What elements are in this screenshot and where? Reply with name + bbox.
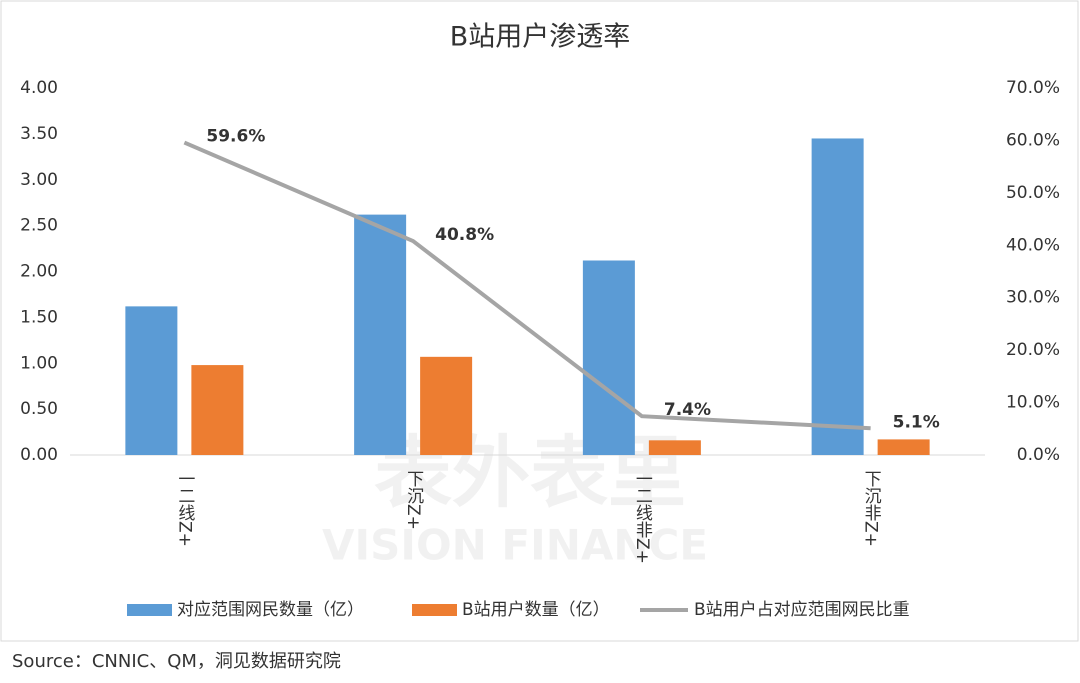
y-tick-label: 1.50	[20, 307, 58, 327]
data-label: 59.6%	[206, 127, 265, 147]
y-tick-label: 3.50	[20, 124, 58, 144]
y2-tick-label: 40.0%	[1006, 235, 1060, 255]
y2-tick-label: 10.0%	[1006, 393, 1060, 413]
source-note: Source：CNNIC、QM，洞见数据研究院	[12, 651, 341, 672]
legend-swatch	[127, 604, 172, 616]
x-tick-label: 下沉Z+	[403, 470, 424, 530]
y-tick-label: 1.00	[20, 353, 58, 373]
x-tick-label: 下沉非Z+	[861, 470, 882, 547]
y2-tick-label: 60.0%	[1006, 130, 1060, 150]
legend-label: B站用户数量（亿）	[462, 600, 610, 620]
bar	[125, 306, 178, 455]
bar	[648, 440, 701, 455]
bar	[582, 260, 635, 455]
watermark: VISION FINANCE	[322, 521, 708, 570]
y2-tick-label: 30.0%	[1006, 288, 1060, 308]
bar	[811, 138, 864, 455]
y2-tick-label: 50.0%	[1006, 183, 1060, 203]
y-tick-label: 0.00	[20, 445, 58, 465]
bar	[877, 439, 930, 455]
y-tick-label: 2.50	[20, 216, 58, 236]
bar	[191, 365, 244, 455]
y-tick-label: 0.50	[20, 399, 58, 419]
chart-frame	[0, 0, 1079, 642]
data-label: 5.1%	[893, 412, 940, 432]
legend-label: 对应范围网民数量（亿）	[177, 600, 364, 620]
data-label: 7.4%	[664, 400, 711, 420]
legend-label: B站用户占对应范围网民比重	[694, 600, 910, 620]
legend-swatch	[412, 604, 457, 616]
x-tick-label: 一二线Z+	[174, 470, 195, 547]
y2-tick-label: 70.0%	[1006, 78, 1060, 98]
chart-title: B站用户渗透率	[450, 22, 631, 53]
x-tick-label: 一二线非Z+	[632, 470, 653, 564]
bar	[420, 356, 473, 455]
y-tick-label: 4.00	[20, 78, 58, 98]
line	[183, 140, 871, 431]
y2-tick-label: 20.0%	[1006, 340, 1060, 360]
y-tick-label: 2.00	[20, 262, 58, 282]
data-label: 40.8%	[435, 225, 494, 245]
y-tick-label: 3.00	[20, 170, 58, 190]
bar	[354, 214, 407, 455]
y2-tick-label: 0.0%	[1017, 445, 1060, 465]
